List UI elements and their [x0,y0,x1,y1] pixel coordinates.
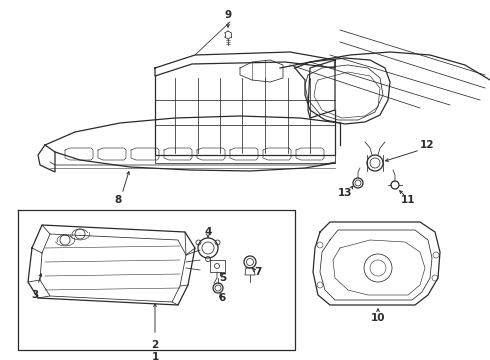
Text: 8: 8 [114,195,122,205]
Text: 2: 2 [151,340,159,350]
Text: 10: 10 [371,313,385,323]
Text: 9: 9 [224,10,232,20]
Text: 7: 7 [254,267,262,277]
Text: 1: 1 [151,352,159,360]
Text: 3: 3 [31,290,39,300]
Text: 13: 13 [338,188,352,198]
Text: 11: 11 [401,195,415,205]
Text: 5: 5 [220,273,227,283]
Text: 12: 12 [420,140,435,150]
Text: 6: 6 [219,293,225,303]
Text: 4: 4 [204,227,212,237]
